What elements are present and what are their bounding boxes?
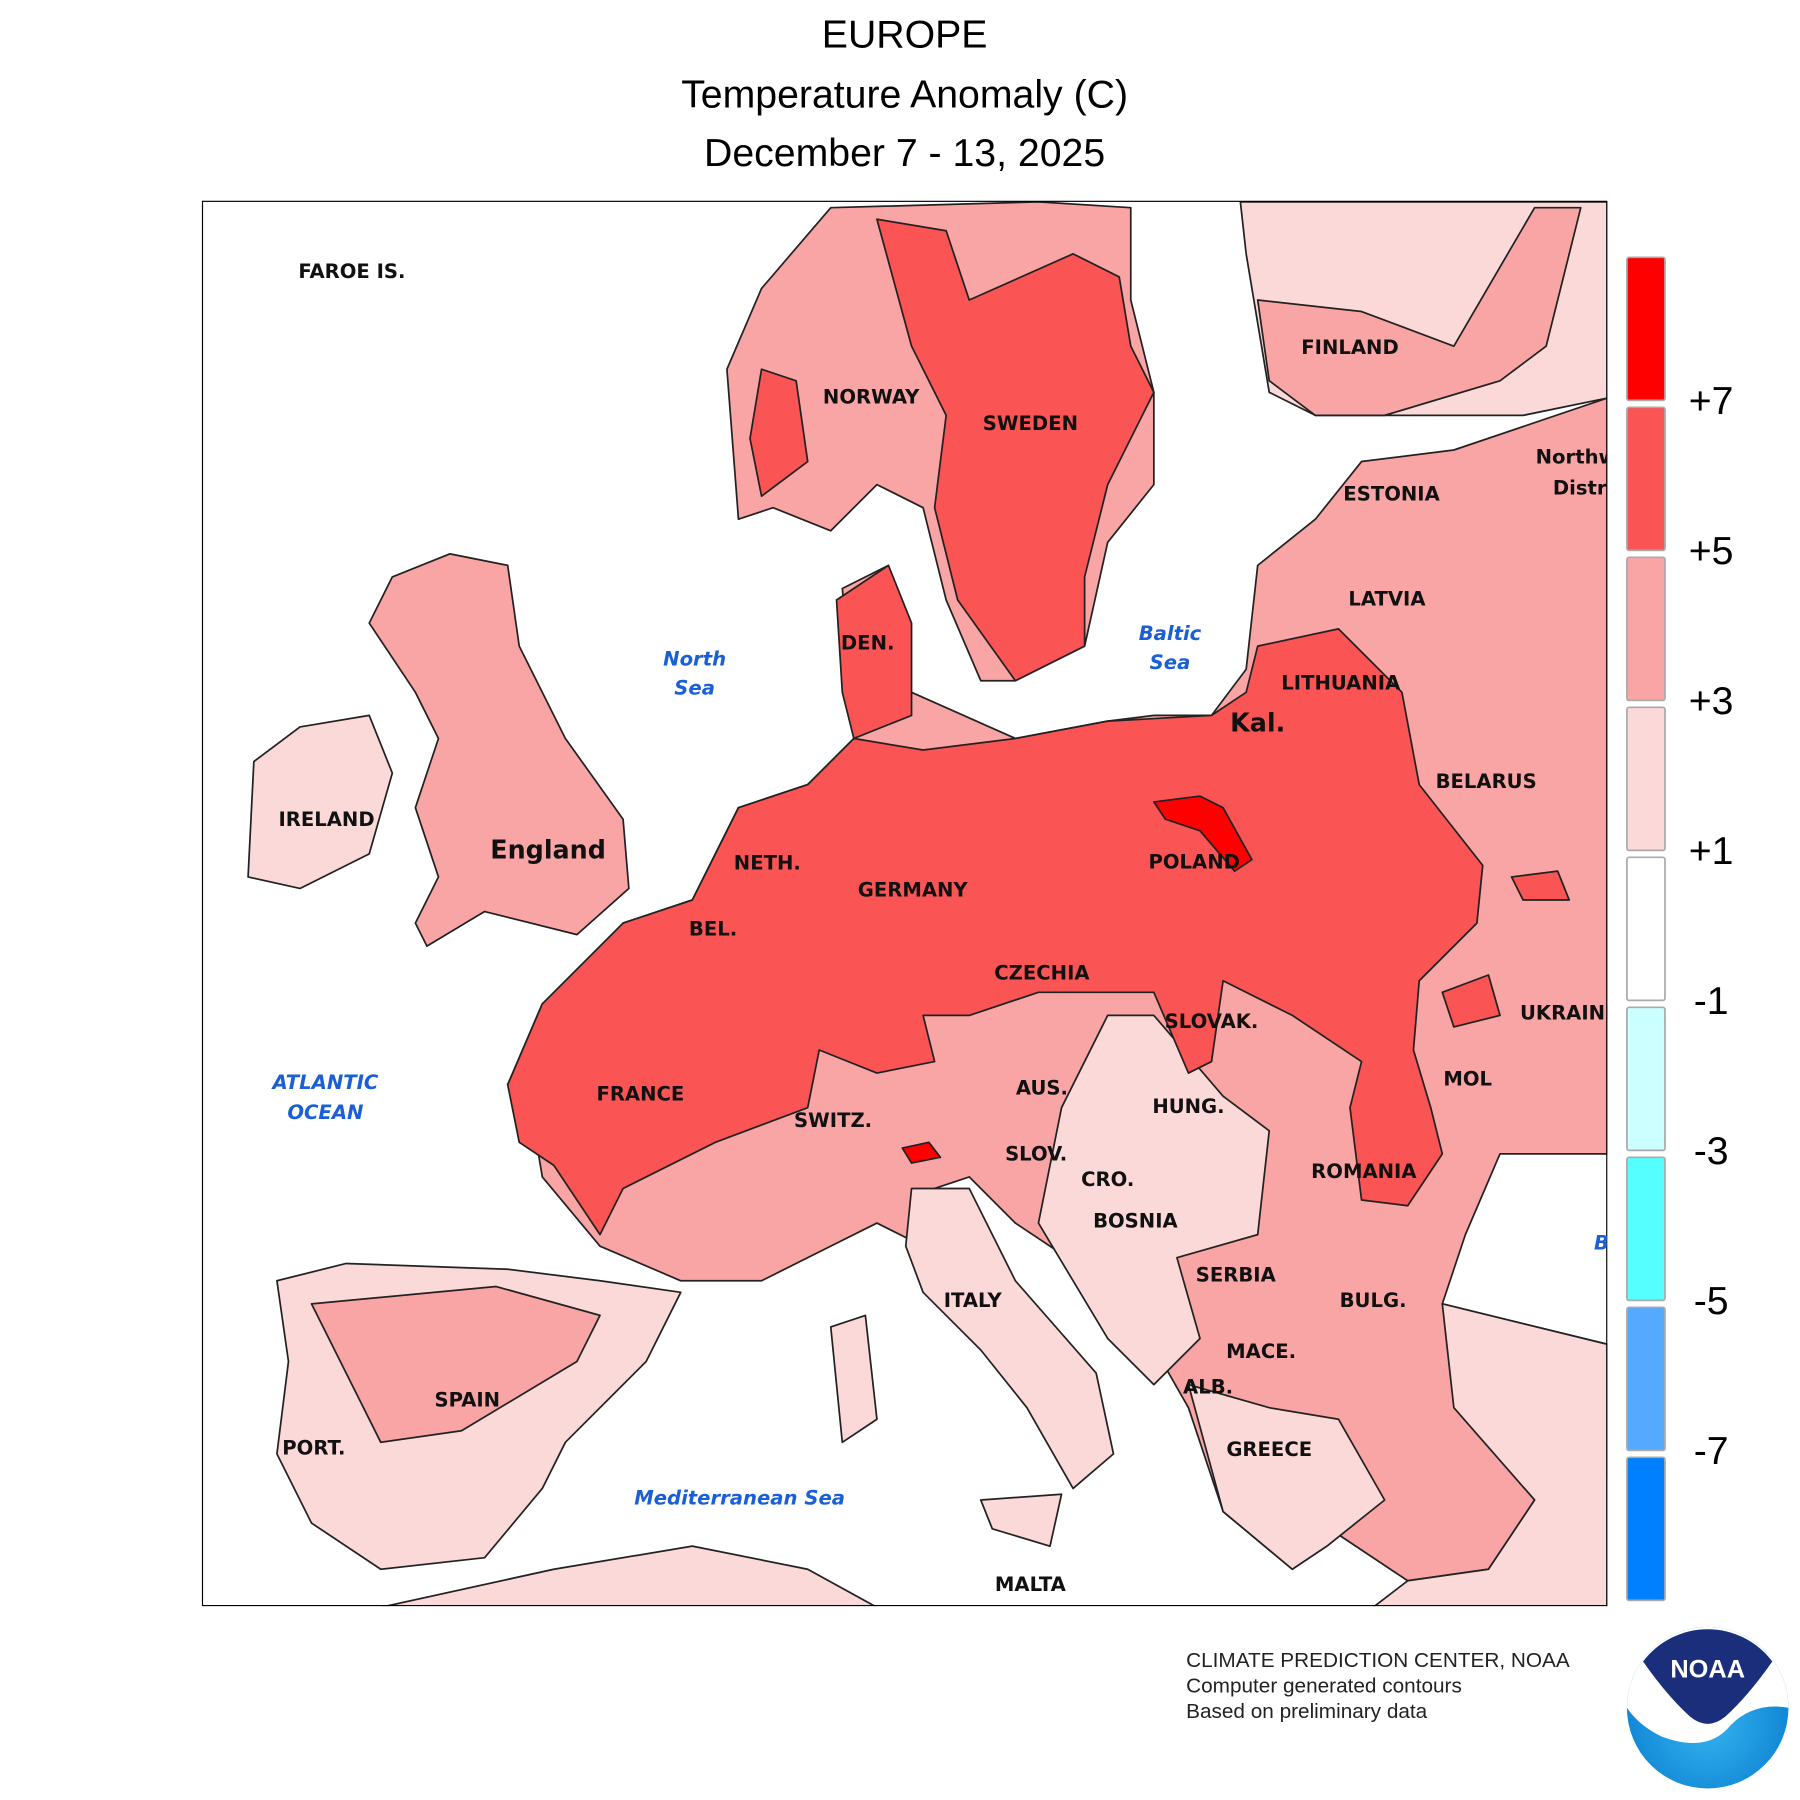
credit: CLIMATE PREDICTION CENTER, NOAA xyxy=(1186,1649,1570,1672)
color-bin xyxy=(1626,1006,1666,1152)
place-label: SLOVAK. xyxy=(1165,1010,1259,1033)
place-label: MACE. xyxy=(1226,1340,1296,1363)
land xyxy=(506,627,1484,1236)
place-label: BULG. xyxy=(1340,1289,1407,1312)
place-label: MOL xyxy=(1443,1068,1492,1091)
place-label: BOSNIA xyxy=(1093,1209,1178,1232)
place-label: BELARUS xyxy=(1436,770,1537,793)
sea-label: OCEAN xyxy=(287,1101,363,1124)
colorbar-tick-label: -7 xyxy=(1694,1429,1729,1473)
colorbar-tick-label: -5 xyxy=(1694,1279,1729,1323)
place-label: MALTA xyxy=(995,1573,1067,1596)
place-label: LATVIA xyxy=(1348,588,1426,611)
land xyxy=(1256,206,1582,417)
color-bin xyxy=(1626,1456,1666,1602)
sea-label: Mediterranean Sea xyxy=(634,1486,845,1509)
land xyxy=(310,1285,601,1444)
land xyxy=(381,1545,877,1607)
place-label: LITHUANIA xyxy=(1281,672,1401,695)
place-label: SWEDEN xyxy=(983,412,1078,435)
place-label: GREECE xyxy=(1226,1438,1312,1461)
place-label: NETH. xyxy=(734,852,801,875)
noaa-logo: NOAA xyxy=(1626,1626,1789,1789)
color-bin xyxy=(1626,1156,1666,1302)
place-label: AUS. xyxy=(1016,1077,1068,1100)
land xyxy=(368,552,630,948)
land xyxy=(1152,795,1253,873)
color-bin xyxy=(1626,556,1666,702)
place-label: CRO. xyxy=(1081,1168,1134,1191)
land xyxy=(901,1141,942,1164)
place-label: Kal. xyxy=(1230,708,1285,738)
color-bin xyxy=(1626,856,1666,1002)
colorbar-tick-label: +1 xyxy=(1689,829,1734,873)
colorbar-tick-label: -1 xyxy=(1694,979,1729,1023)
sea-label: Sea xyxy=(1150,651,1191,674)
logo-top xyxy=(1643,1629,1773,1724)
place-label: SERBIA xyxy=(1196,1264,1277,1287)
sea-label: North xyxy=(663,648,726,671)
place-label: SLOV. xyxy=(1005,1143,1067,1166)
land xyxy=(749,368,809,498)
land xyxy=(876,218,1155,682)
place-label: POLAND xyxy=(1149,851,1240,874)
land xyxy=(829,1314,878,1444)
land xyxy=(1510,870,1571,901)
place-label: DEN. xyxy=(841,631,895,654)
place-label: England xyxy=(490,835,606,865)
place-label: PORT. xyxy=(282,1437,345,1460)
land xyxy=(1037,1014,1271,1386)
place-label: FINLAND xyxy=(1301,336,1398,359)
place-label: Northw xyxy=(1536,446,1617,469)
color-bin xyxy=(1626,706,1666,852)
place-label: ITALY xyxy=(944,1289,1003,1312)
place-label: UKRAINE xyxy=(1520,1002,1619,1025)
place-label: ESTONIA xyxy=(1343,483,1440,506)
sea-label: Baltic xyxy=(1139,622,1202,645)
subtitle: Temperature Anomaly (C) xyxy=(681,72,1128,116)
color-bin xyxy=(1626,406,1666,552)
colorbar: +7 +5 +3 +1 -1 -3 -5 -7 xyxy=(1626,256,1734,1602)
land xyxy=(1373,1302,1608,1607)
colorbar-tick-label: +3 xyxy=(1689,679,1734,723)
credit: Based on preliminary data xyxy=(1186,1700,1428,1723)
place-label: ROMANIA xyxy=(1311,1160,1417,1183)
place-label: SWITZ. xyxy=(794,1109,872,1132)
date: December 7 - 13, 2025 xyxy=(704,131,1105,175)
land xyxy=(904,1187,1115,1490)
logo-text: NOAA xyxy=(1670,1655,1745,1683)
place-label: SPAIN xyxy=(435,1388,501,1411)
place-label: Distri xyxy=(1553,477,1613,500)
land xyxy=(247,714,394,890)
place-label: GERMANY xyxy=(858,878,969,901)
place-label: NORWAY xyxy=(823,386,920,409)
title: EUROPE xyxy=(822,12,988,56)
colorbar-tick-label: +7 xyxy=(1689,379,1734,423)
color-bin xyxy=(1626,256,1666,402)
place-label: BEL. xyxy=(689,918,737,941)
sea-label: B xyxy=(1594,1231,1609,1254)
place-label: HUNG. xyxy=(1152,1095,1224,1118)
map: FAROE IS. NORWAY SWEDEN FINLAND ESTONIA … xyxy=(201,200,1619,1607)
map-labels: FAROE IS. NORWAY SWEDEN FINLAND ESTONIA … xyxy=(270,260,1619,1596)
sea-label: ATLANTIC xyxy=(270,1071,378,1094)
place-label: IRELAND xyxy=(278,808,374,831)
colorbar-tick-label: +5 xyxy=(1689,529,1734,573)
place-label: ALB. xyxy=(1183,1376,1233,1399)
colorbar-tick-label: -3 xyxy=(1694,1129,1729,1173)
credit: Computer generated contours xyxy=(1186,1674,1462,1697)
place-label: CZECHIA xyxy=(994,961,1090,984)
land xyxy=(979,1493,1063,1548)
place-label: FAROE IS. xyxy=(298,260,405,283)
land xyxy=(835,564,913,740)
color-bin xyxy=(1626,1306,1666,1452)
sea-label: Sea xyxy=(674,676,715,699)
place-label: FRANCE xyxy=(596,1083,684,1106)
land xyxy=(1441,974,1501,1028)
land xyxy=(1187,1383,1386,1571)
